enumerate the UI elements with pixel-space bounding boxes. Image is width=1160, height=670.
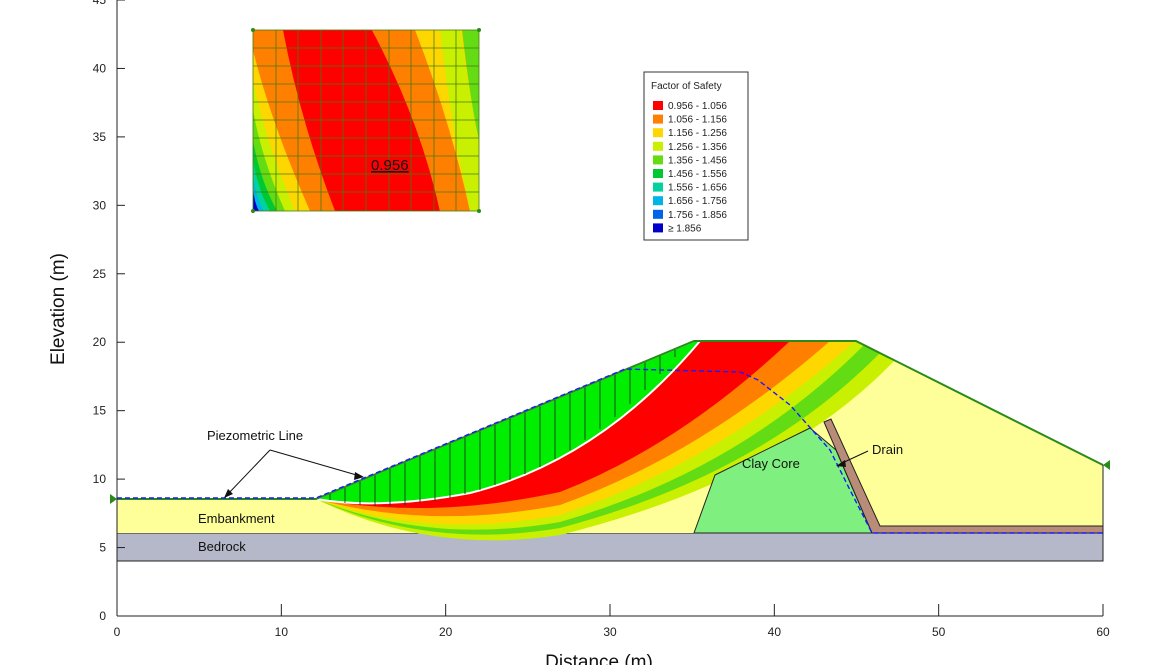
legend-label: 0.956 - 1.056: [668, 101, 727, 112]
legend-swatch: [653, 169, 663, 178]
legend-swatch: [653, 209, 663, 219]
x-axis-title: Distance (m): [545, 652, 653, 665]
x-tick-label: 10: [275, 625, 289, 639]
legend-swatch: [653, 128, 663, 138]
x-tick-label: 40: [768, 625, 782, 639]
legend-swatch: [653, 114, 663, 124]
clay-core-label: Clay Core: [742, 456, 800, 471]
bedrock-label: Bedrock: [198, 539, 246, 554]
legend-label: 1.256 - 1.356: [668, 142, 727, 153]
legend-swatch: [653, 155, 663, 165]
legend-label: 1.356 - 1.456: [668, 155, 727, 166]
bedrock-layer: [116, 532, 1104, 562]
legend-label: 1.056 - 1.156: [668, 115, 727, 126]
y-tick-label: 40: [93, 61, 107, 75]
clay-core: [693, 427, 873, 534]
legend-swatch: [653, 141, 663, 151]
y-tick-label: 0: [99, 609, 106, 623]
legend-swatch: [653, 223, 663, 233]
y-tick-label: 5: [99, 541, 106, 555]
x-ticks: 0 10 20 30 40 50 60: [114, 604, 1110, 639]
legend-label: ≥ 1.856: [668, 223, 702, 234]
embankment-outline: [117, 340, 1104, 500]
y-tick-label: 45: [93, 0, 107, 7]
x-tick-label: 30: [603, 625, 617, 639]
slip-centre-grid: [251, 28, 481, 213]
piezometric-arrow-right: [354, 472, 364, 480]
x-tick-label: 0: [114, 625, 121, 639]
y-tick-label: 25: [93, 267, 107, 281]
piezometric-line-label: Piezometric Line: [207, 428, 303, 443]
piezometric-line: [117, 368, 1103, 534]
minimum-fs-label: 0.956: [371, 157, 409, 174]
legend-label: 1.656 - 1.756: [668, 196, 727, 207]
y-axis-title: Elevation (m): [48, 253, 69, 365]
legend-swatch: [653, 196, 663, 206]
piezometric-arrow-left: [224, 489, 233, 498]
embankment-label: Embankment: [198, 511, 275, 526]
y-ticks: 0 5 10 15 20 25 30 35 40 45: [93, 0, 125, 623]
y-tick-label: 20: [93, 335, 107, 349]
legend-label: 1.756 - 1.856: [668, 210, 727, 221]
y-tick-label: 15: [93, 404, 107, 418]
y-tick-label: 10: [93, 472, 107, 486]
piezometric-leader-left: [226, 449, 271, 496]
legend-swatch: [653, 101, 663, 110]
legend: Factor of Safety 0.956 - 1.056 1.056 - 1.…: [643, 71, 749, 241]
y-tick-label: 30: [93, 198, 107, 212]
legend-label: 1.156 - 1.256: [668, 128, 727, 139]
legend-label: 1.456 - 1.556: [668, 169, 727, 180]
piezometric-leader-right: [269, 449, 361, 477]
drain-label: Drain: [872, 442, 903, 457]
left-boundary-marker: [110, 494, 117, 504]
x-tick-label: 50: [932, 625, 946, 639]
x-tick-label: 20: [439, 625, 453, 639]
legend-label: 1.556 - 1.656: [668, 183, 727, 194]
drain-arrow: [836, 460, 846, 467]
right-boundary-marker: [1103, 460, 1110, 470]
legend-swatch: [653, 182, 663, 192]
legend-title: Factor of Safety: [651, 81, 722, 92]
y-tick-label: 35: [93, 130, 107, 144]
x-tick-label: 60: [1096, 625, 1110, 639]
sliding-mass: [312, 340, 703, 505]
slice-lines: [329, 349, 676, 506]
